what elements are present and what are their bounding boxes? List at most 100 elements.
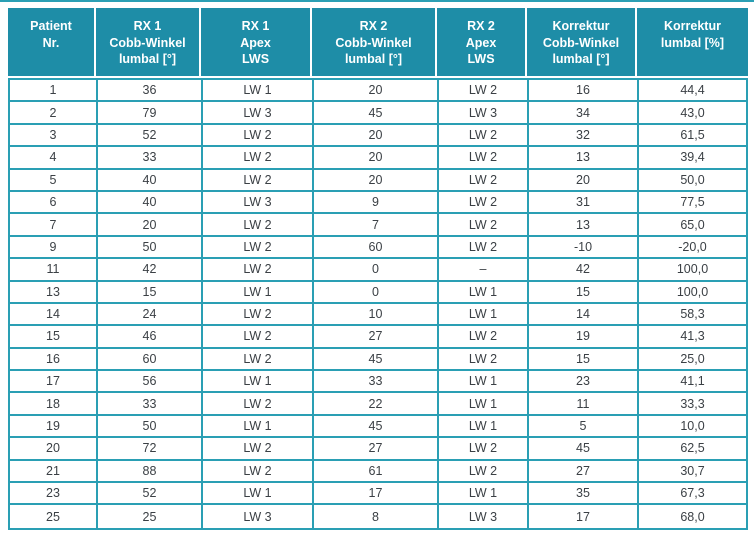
table-cell: 5 [10,169,98,192]
table-cell: 5 [529,415,639,439]
table-row: 6 40 LW 3 9 LW 2 31 77,5 [10,191,746,215]
table-cell: 25,0 [639,348,746,372]
table-cell: 58,3 [639,303,746,327]
table-cell: 77,5 [639,191,746,215]
table-cell: LW 1 [439,371,529,394]
table-cell: 45 [314,415,439,439]
table-cell: LW 2 [203,438,314,461]
table-cell: LW 2 [203,259,314,282]
table-cell: LW 2 [203,147,314,170]
table-cell: LW 1 [203,415,314,439]
table-cell: 88 [98,460,203,484]
table-cell: 60 [98,348,203,372]
table-cell: LW 2 [203,393,314,416]
table-row: 23 52 LW 1 17 LW 1 35 67,3 [10,483,746,506]
table-cell: -10 [529,236,639,260]
table-cell: 27 [314,438,439,461]
table-cell: LW 2 [439,326,529,349]
table-cell: 41,1 [639,371,746,394]
table-cell: 3 [10,124,98,148]
table-cell: 20 [10,438,98,461]
table-cell: 21 [10,460,98,484]
table-row: 17 56 LW 1 33 LW 1 23 41,1 [10,371,746,394]
table-cell: 23 [10,483,98,506]
table-cell: LW 2 [439,438,529,461]
col-header-korrektur-cobb-winkel: Korrektur Cobb-Winkel lumbal [°] [527,8,637,76]
table-cell: LW 1 [203,80,314,103]
table-cell: 7 [314,214,439,237]
table-cell: 20 [529,169,639,192]
table-cell: LW 1 [203,371,314,394]
table-row: 5 40 LW 2 20 LW 2 20 50,0 [10,169,746,192]
table-cell: 20 [314,169,439,192]
table-cell: 9 [10,236,98,260]
col-header-rx1-cobb-winkel: RX 1 Cobb-Winkel lumbal [°] [96,8,201,76]
table-cell: 33 [314,371,439,394]
table-cell: 0 [314,281,439,304]
table-cell: LW 3 [203,102,314,125]
table-cell: 16 [529,80,639,103]
table-row: 4 33 LW 2 20 LW 2 13 39,4 [10,147,746,170]
table-cell: 79 [98,102,203,125]
table-cell: 33 [98,393,203,416]
top-rule [0,0,754,2]
table-cell: 50 [98,236,203,260]
table-cell: LW 1 [203,281,314,304]
table-cell: LW 3 [439,505,529,528]
col-header-rx2-cobb-winkel: RX 2 Cobb-Winkel lumbal [°] [312,8,437,76]
table-row: 14 24 LW 2 10 LW 1 14 58,3 [10,303,746,327]
table-cell: 18 [10,393,98,416]
table-cell: 14 [529,303,639,327]
table-cell: LW 1 [203,483,314,506]
table-cell: 60 [314,236,439,260]
table-cell: LW 2 [203,236,314,260]
table-cell: 13 [10,281,98,304]
table-cell: 50,0 [639,169,746,192]
table-cell: LW 2 [439,191,529,215]
table-cell: 31 [529,191,639,215]
table-cell: 19 [10,415,98,439]
table-cell: 56 [98,371,203,394]
table-cell: 50 [98,415,203,439]
table-cell: 24 [98,303,203,327]
table-cell: 45 [529,438,639,461]
table-cell: 25 [10,505,98,528]
table-row: 2 79 LW 3 45 LW 3 34 43,0 [10,102,746,125]
table-cell: 10 [314,303,439,327]
col-header-korrektur-prozent: Korrektur lumbal [%] [637,8,748,76]
table-cell: LW 2 [439,236,529,260]
table-cell: 9 [314,191,439,215]
table-cell: LW 2 [203,326,314,349]
table-row: 15 46 LW 2 27 LW 2 19 41,3 [10,326,746,349]
table-cell: 0 [314,259,439,282]
table-cell: 52 [98,124,203,148]
table-cell: 61 [314,460,439,484]
table-cell: 36 [98,80,203,103]
table-cell: LW 2 [439,147,529,170]
table-cell: 27 [314,326,439,349]
table-cell: 30,7 [639,460,746,484]
table-cell: 35 [529,483,639,506]
table-cell: 13 [529,147,639,170]
table-cell: 10,0 [639,415,746,439]
table-cell: 42 [98,259,203,282]
table-cell: 42 [529,259,639,282]
table-cell: LW 3 [203,191,314,215]
table-row: 19 50 LW 1 45 LW 1 5 10,0 [10,415,746,439]
table-cell: 14 [10,303,98,327]
table-row: 21 88 LW 2 61 LW 2 27 30,7 [10,460,746,484]
table-cell: 33,3 [639,393,746,416]
table-cell: 100,0 [639,281,746,304]
table-row: 1 36 LW 1 20 LW 2 16 44,4 [10,80,746,103]
table-cell: 72 [98,438,203,461]
table-cell: LW 1 [439,483,529,506]
table-cell: 17 [10,371,98,394]
table-cell: 20 [314,80,439,103]
table-row: 13 15 LW 1 0 LW 1 15 100,0 [10,281,746,304]
col-header-patient-nr: Patient Nr. [8,8,96,76]
table-cell: LW 3 [203,505,314,528]
table-cell: 19 [529,326,639,349]
table-cell: LW 1 [439,281,529,304]
table-cell: 40 [98,191,203,215]
